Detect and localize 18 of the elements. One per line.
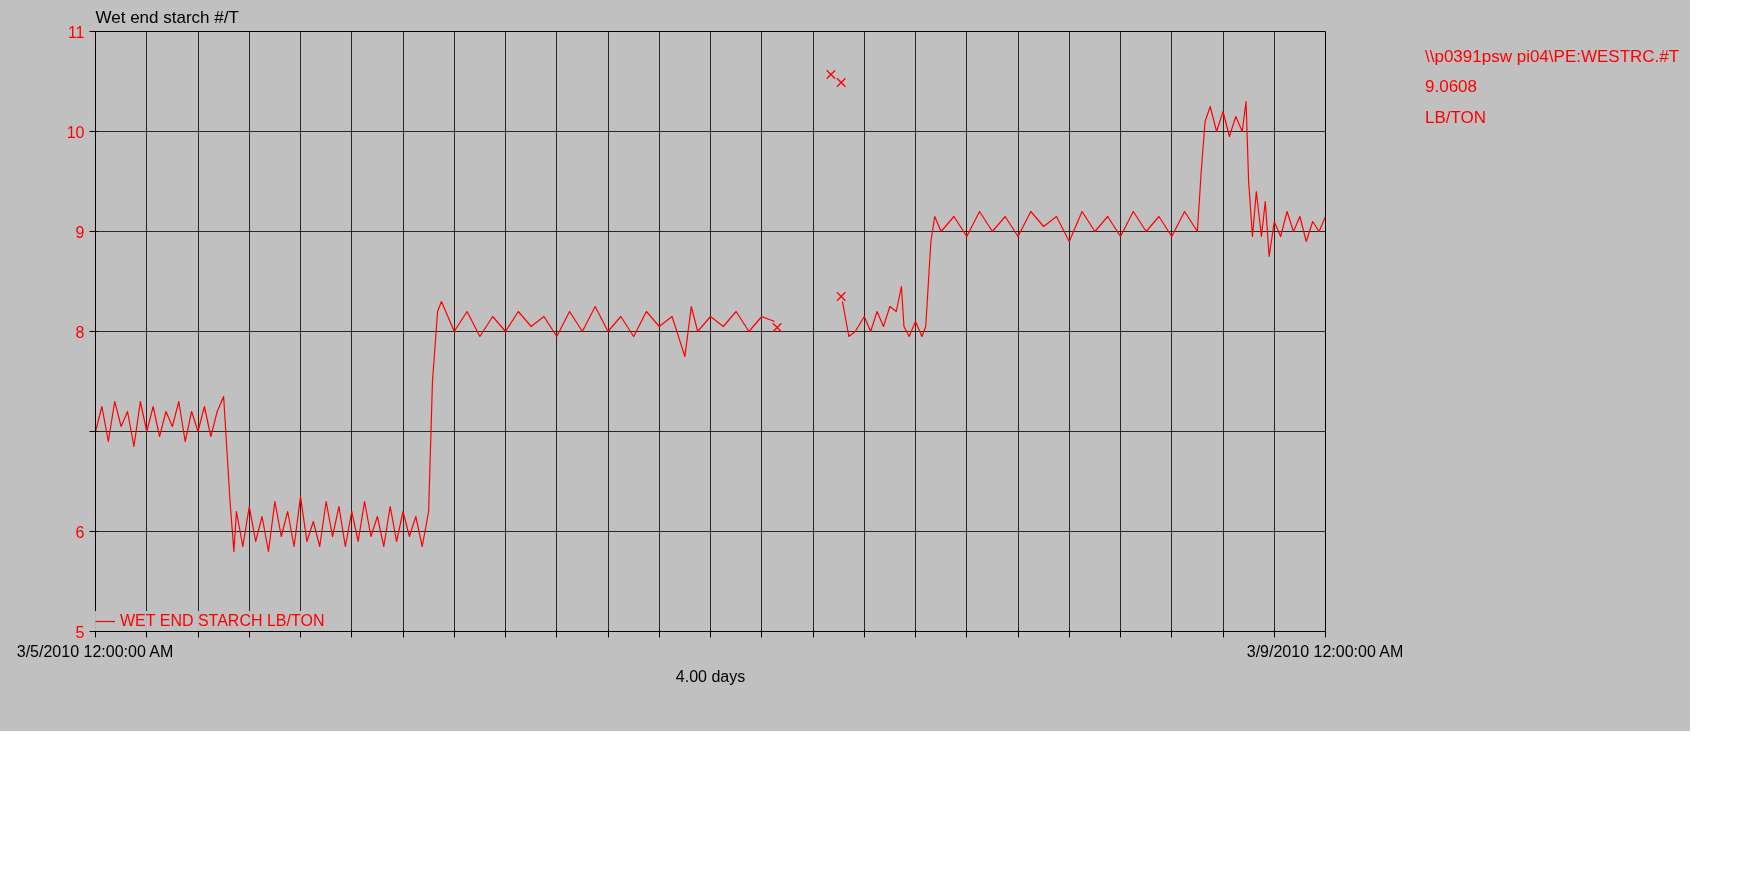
point — [836, 291, 847, 302]
y-tick-label: 8 — [75, 323, 85, 341]
y-tick-label: 11 — [67, 23, 85, 41]
y-tick-label: 5 — [75, 623, 85, 641]
text: LB/TON — [1425, 106, 1488, 129]
point — [826, 69, 836, 80]
text: \\p0391psw pi04\PE:WESTRC.#T — [1425, 46, 1680, 68]
x-tick-label: 3/9/2010 12:00:00 AM — [1246, 642, 1404, 660]
point — [836, 77, 847, 88]
legend-label: WET END STARCH LB/TON — [120, 612, 325, 630]
x-tick-label: 3/5/2010 12:00:00 AM — [16, 642, 174, 660]
y-tick-label: 6 — [75, 523, 85, 541]
x-axis-title: 4.00 days — [675, 667, 746, 685]
text: 9.0608 — [1425, 76, 1478, 99]
y-tick-label: 9 — [75, 223, 85, 241]
point — [772, 322, 783, 333]
chart-title: Wet end starch #/T — [95, 7, 239, 27]
y-tick-label: 10 — [66, 123, 85, 141]
